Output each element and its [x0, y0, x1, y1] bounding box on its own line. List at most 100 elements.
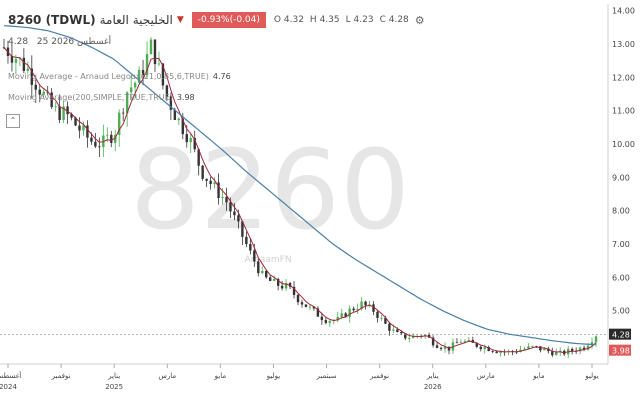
candle-body — [42, 91, 45, 95]
indicator-alma-value: 4.76 — [212, 72, 231, 81]
candle-body — [86, 125, 89, 138]
candle-body — [106, 134, 109, 136]
candle-body — [555, 352, 558, 356]
y-tick-label: 5.00 — [612, 307, 630, 316]
candle-body — [523, 348, 526, 350]
sma200-line — [3, 25, 597, 346]
current-date: 25 أغسطس 2026 — [36, 37, 112, 47]
candle-body — [292, 286, 296, 295]
x-tick-year: 2024 — [0, 383, 17, 391]
candle-body — [193, 138, 196, 150]
candle-body — [491, 350, 494, 352]
candle-body — [78, 125, 81, 131]
candle-body — [245, 236, 248, 245]
close-value: C 4.28 — [379, 15, 409, 25]
candle-body — [304, 304, 308, 307]
candle-body — [340, 313, 343, 318]
last-price-label: 4.28 — [612, 331, 630, 340]
candle-body — [114, 134, 117, 143]
candle-body — [205, 178, 208, 181]
candle-body — [74, 117, 77, 126]
candle-body — [594, 336, 598, 343]
candle-body — [26, 68, 30, 71]
candle-body — [328, 320, 331, 323]
candle-body — [153, 39, 157, 65]
candle-body — [34, 84, 37, 90]
candle-body — [201, 165, 204, 179]
candle-body — [467, 339, 471, 342]
candle-body — [209, 180, 212, 185]
candle-body — [280, 285, 284, 289]
x-tick-label: مايو — [214, 372, 227, 380]
candle-body — [141, 70, 145, 76]
candle-body — [129, 87, 133, 93]
candle-body — [404, 333, 407, 339]
candle-body — [221, 196, 224, 199]
candle-body — [229, 202, 232, 212]
candle-body — [308, 306, 312, 308]
current-price: 4.28 — [8, 37, 29, 47]
candle-body — [431, 337, 435, 346]
candle-body — [10, 56, 14, 63]
x-tick-label: نوفمبر — [51, 372, 71, 380]
collapse-indicators-button[interactable]: ⌃ — [6, 114, 20, 128]
open-value: O 4.32 — [273, 15, 304, 25]
x-tick-label: نوفمبر — [369, 372, 389, 380]
x-tick-label: سبتمبر — [315, 372, 336, 380]
watermark-small-text: ArgaamFN — [244, 255, 291, 265]
candle-body — [54, 106, 57, 108]
candle-body — [58, 106, 61, 121]
candle-body — [300, 302, 304, 305]
x-tick-label: يوليو — [266, 372, 280, 380]
candle-body — [185, 134, 188, 143]
candle-body — [276, 278, 280, 286]
candle-body — [551, 351, 554, 356]
company-name: الخليجية العامة — [99, 13, 173, 27]
settings-gear-icon[interactable]: ⚙ — [414, 13, 425, 27]
y-tick-label: 10.00 — [612, 140, 635, 149]
indicator-alma[interactable]: Moving Average - Arnaud Legoux(21,0.85,6… — [8, 72, 231, 81]
candle-body — [233, 211, 236, 216]
candle-body — [66, 106, 69, 115]
candle-body — [98, 146, 101, 148]
price-date-line: 4.28 25 أغسطس 2026 — [8, 37, 111, 47]
candle-body — [38, 89, 41, 95]
x-tick-year: 2026 — [424, 383, 442, 391]
y-tick-label: 13.00 — [612, 40, 635, 49]
candle-body — [312, 306, 316, 309]
y-tick-label: 6.00 — [612, 273, 630, 282]
candle-body — [320, 316, 324, 321]
candle-body — [30, 68, 34, 85]
y-tick-label: 14.00 — [612, 7, 635, 16]
candle-body — [384, 317, 387, 324]
candle-body — [177, 118, 181, 121]
candle-body — [527, 346, 530, 349]
candle-body — [14, 58, 18, 63]
candle-body — [344, 313, 347, 318]
candle-body — [376, 311, 379, 318]
candle-body — [173, 109, 177, 121]
indicator-sma[interactable]: Moving Average(200,SIMPLE,TRUE,TRUE) 3.98 — [8, 93, 195, 102]
down-arrow-icon: ▼ — [176, 15, 184, 25]
y-tick-label: 8.00 — [612, 207, 630, 216]
candle-body — [348, 308, 351, 318]
candle-body — [237, 215, 240, 222]
candle-body — [412, 335, 415, 339]
candle-body — [578, 347, 582, 352]
candle-body — [145, 54, 149, 76]
x-tick-label: مارس — [158, 372, 176, 380]
candle-body — [284, 283, 288, 289]
candle-body — [435, 345, 439, 348]
candle-body — [265, 270, 268, 278]
candle-body — [261, 270, 264, 274]
candle-body — [396, 329, 399, 332]
candle-body — [50, 92, 53, 108]
x-tick-label: يناير — [426, 372, 439, 380]
candle-body — [249, 244, 252, 251]
candle-body — [241, 221, 244, 237]
candle-body — [269, 277, 272, 281]
candle-body — [253, 250, 256, 262]
plot-area — [0, 4, 608, 364]
last-sma-label: 3.98 — [612, 347, 630, 356]
